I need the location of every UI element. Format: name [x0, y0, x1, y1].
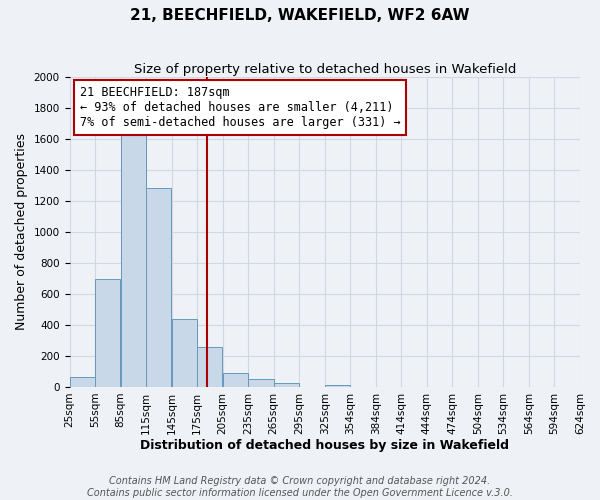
- Bar: [70, 377, 95, 387]
- Bar: [95, 279, 121, 387]
- Bar: [223, 373, 248, 387]
- Title: Size of property relative to detached houses in Wakefield: Size of property relative to detached ho…: [134, 62, 516, 76]
- Bar: [121, 134, 146, 387]
- Bar: [197, 348, 223, 387]
- Text: 21 BEECHFIELD: 187sqm
← 93% of detached houses are smaller (4,211)
7% of semi-de: 21 BEECHFIELD: 187sqm ← 93% of detached …: [80, 86, 400, 129]
- Bar: [146, 188, 172, 387]
- Bar: [172, 318, 197, 387]
- Text: Contains HM Land Registry data © Crown copyright and database right 2024.
Contai: Contains HM Land Registry data © Crown c…: [87, 476, 513, 498]
- Bar: [248, 379, 274, 387]
- X-axis label: Distribution of detached houses by size in Wakefield: Distribution of detached houses by size …: [140, 440, 509, 452]
- Bar: [325, 386, 350, 387]
- Text: 21, BEECHFIELD, WAKEFIELD, WF2 6AW: 21, BEECHFIELD, WAKEFIELD, WF2 6AW: [130, 8, 470, 22]
- Y-axis label: Number of detached properties: Number of detached properties: [15, 134, 28, 330]
- Bar: [274, 383, 299, 387]
